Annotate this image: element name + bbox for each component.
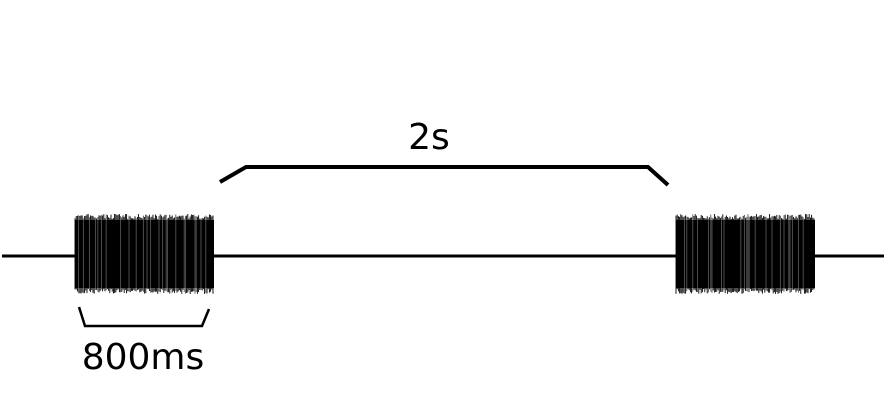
interval-label: 2s: [408, 117, 450, 158]
duration-bracket: [77, 306, 211, 328]
tone-burst-2: [675, 214, 815, 294]
interval-bracket: [219, 165, 670, 187]
duration-label: 800ms: [82, 337, 205, 378]
tone-burst-1: [74, 214, 214, 294]
